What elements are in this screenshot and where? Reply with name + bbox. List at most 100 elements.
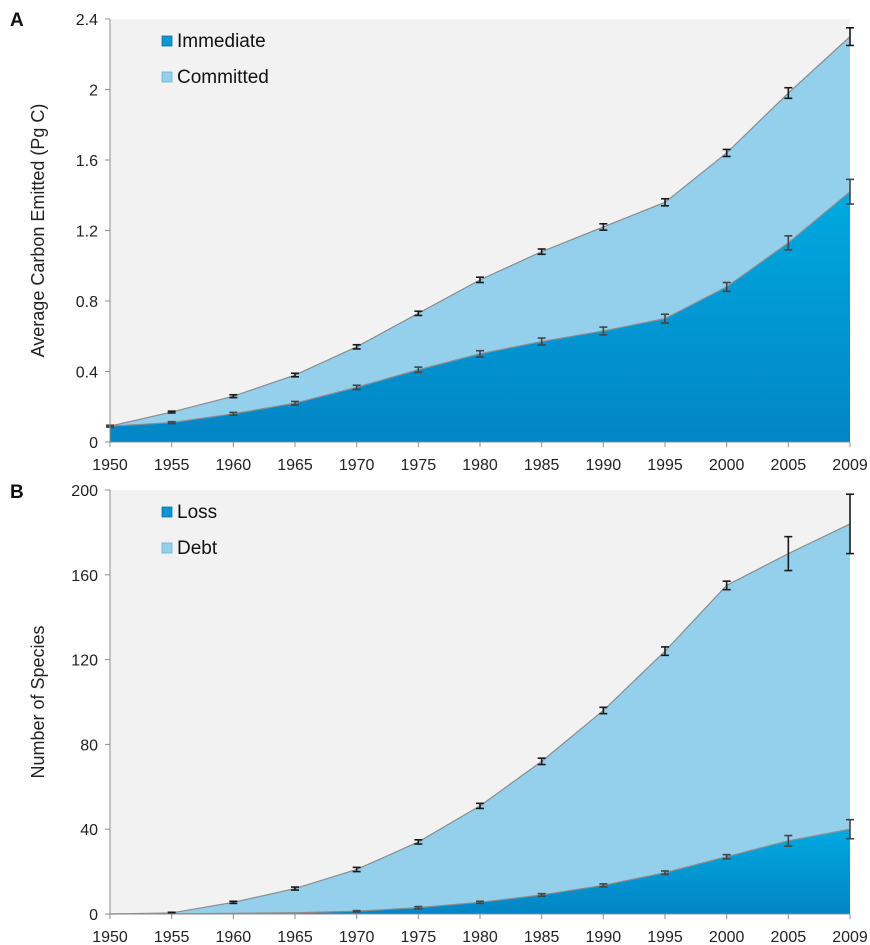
panel-label: A xyxy=(10,10,24,31)
y-tick-label: 200 xyxy=(71,483,98,500)
y-tick-label: 80 xyxy=(80,737,98,754)
y-tick-label: 1.2 xyxy=(76,224,98,241)
error-bar-loss xyxy=(846,818,854,840)
x-tick-label: 1975 xyxy=(401,457,437,474)
error-bar-debt xyxy=(661,646,669,657)
error-bar-debt xyxy=(537,757,546,766)
x-tick-label: 1955 xyxy=(154,457,190,474)
error-bar-immediate xyxy=(722,281,731,293)
error-bar-committed xyxy=(537,248,546,256)
error-bar-debt xyxy=(291,886,299,891)
area-immediate xyxy=(110,191,850,442)
error-bar-immediate xyxy=(784,234,793,251)
error-bar-immediate xyxy=(352,384,361,391)
area-loss xyxy=(110,829,850,914)
x-tick-label: 2005 xyxy=(771,929,807,945)
y-tick-label: 2 xyxy=(89,83,98,100)
error-bar-immediate xyxy=(414,366,423,374)
x-tick-label: 2005 xyxy=(771,457,807,474)
x-tick-label: 1985 xyxy=(524,457,560,474)
error-bar-committed xyxy=(229,393,238,399)
error-bar-immediate xyxy=(599,326,608,336)
area-debt xyxy=(110,523,850,914)
error-bar-loss xyxy=(661,870,669,876)
error-bar-debt xyxy=(229,900,238,905)
y-tick-label: 0 xyxy=(89,907,98,924)
x-tick-label: 1965 xyxy=(277,457,313,474)
legend-swatch-debt xyxy=(161,542,173,554)
panel-label: B xyxy=(10,482,24,503)
error-bar-immediate xyxy=(661,313,669,324)
error-bar-immediate xyxy=(476,349,484,358)
error-bar-committed xyxy=(476,276,484,284)
error-bar-committed xyxy=(352,343,361,350)
x-tick-label: 1995 xyxy=(647,457,683,474)
error-bar-committed xyxy=(784,86,793,100)
panel-a: 0 0.4 0.8 1.2 1.6 2 2.4 1950 1955 1960 1965 1970 197… xyxy=(10,10,868,474)
error-bar-debt xyxy=(352,866,361,873)
legend-label-immediate: Immediate xyxy=(177,31,266,52)
x-tick-label: 1960 xyxy=(216,929,252,945)
y-axis-title: Number of Species xyxy=(28,625,48,778)
error-bar-immediate xyxy=(846,178,854,205)
error-bar-loss xyxy=(599,883,608,888)
x-tick-label: 1980 xyxy=(462,457,498,474)
legend-label-loss: Loss xyxy=(177,502,217,523)
error-bar-committed xyxy=(291,372,299,378)
legend-swatch-loss xyxy=(161,506,173,518)
x-tick-label: 2009 xyxy=(832,929,868,945)
error-bar-debt xyxy=(599,706,608,715)
error-bar-loss xyxy=(476,900,484,905)
error-bar-debt xyxy=(846,493,854,555)
error-bar-committed xyxy=(167,410,176,414)
error-bar-debt xyxy=(722,580,731,591)
error-bar-immediate xyxy=(537,337,546,346)
x-tick-label: 1950 xyxy=(92,457,128,474)
error-bar-committed xyxy=(846,27,854,47)
error-bar-loss xyxy=(352,909,361,913)
x-tick-label: 1990 xyxy=(586,457,622,474)
x-tick-label: 1950 xyxy=(92,929,128,945)
error-bar-loss xyxy=(784,834,793,847)
error-bar-debt xyxy=(476,802,484,810)
error-bar-debt xyxy=(784,535,793,572)
error-bar-loss xyxy=(414,905,423,910)
legend-swatch-committed xyxy=(161,71,173,83)
x-tick-label: 1955 xyxy=(154,929,190,945)
x-tick-label: 1960 xyxy=(216,457,252,474)
y-tick-label: 0 xyxy=(89,435,98,452)
x-tick-label: 2000 xyxy=(709,929,745,945)
y-tick-label: 0.8 xyxy=(76,294,98,311)
error-bar-immediate xyxy=(229,411,238,417)
x-tick-label: 1970 xyxy=(339,457,375,474)
error-bar-loss xyxy=(722,853,731,860)
y-tick-label: 0.4 xyxy=(76,365,98,382)
x-tick-label: 1995 xyxy=(647,929,683,945)
x-tick-label: 2000 xyxy=(709,457,745,474)
error-bar-immediate xyxy=(291,400,299,406)
legend-label-debt: Debt xyxy=(177,538,218,559)
panel-b: 0 40 80 120 160 200 1950 1955 1960 1965 1970 1975 19… xyxy=(10,482,868,945)
x-tick-label: 1975 xyxy=(401,929,437,945)
y-tick-label: 120 xyxy=(71,653,98,670)
y-tick-label: 160 xyxy=(71,568,98,585)
error-bar-committed xyxy=(599,223,608,231)
x-tick-label: 1980 xyxy=(462,929,498,945)
y-tick-label: 2.4 xyxy=(76,12,98,29)
error-bar-immediate xyxy=(167,420,176,425)
error-bar-debt xyxy=(167,911,176,915)
y-tick-label: 1.6 xyxy=(76,153,98,170)
y-axis-title: Average Carbon Emitted (Pg C) xyxy=(28,104,48,358)
error-bar-loss xyxy=(537,892,546,897)
error-bar-committed xyxy=(414,310,423,317)
x-tick-label: 1985 xyxy=(524,929,560,945)
error-bar-committed xyxy=(661,197,669,207)
legend-swatch-immediate xyxy=(161,35,173,47)
x-tick-label: 1970 xyxy=(339,929,375,945)
y-tick-label: 40 xyxy=(80,822,98,839)
error-bar-committed xyxy=(722,148,731,158)
x-tick-label: 1990 xyxy=(586,929,622,945)
legend-label-committed: Committed xyxy=(177,67,269,88)
x-tick-label: 1965 xyxy=(277,929,313,945)
